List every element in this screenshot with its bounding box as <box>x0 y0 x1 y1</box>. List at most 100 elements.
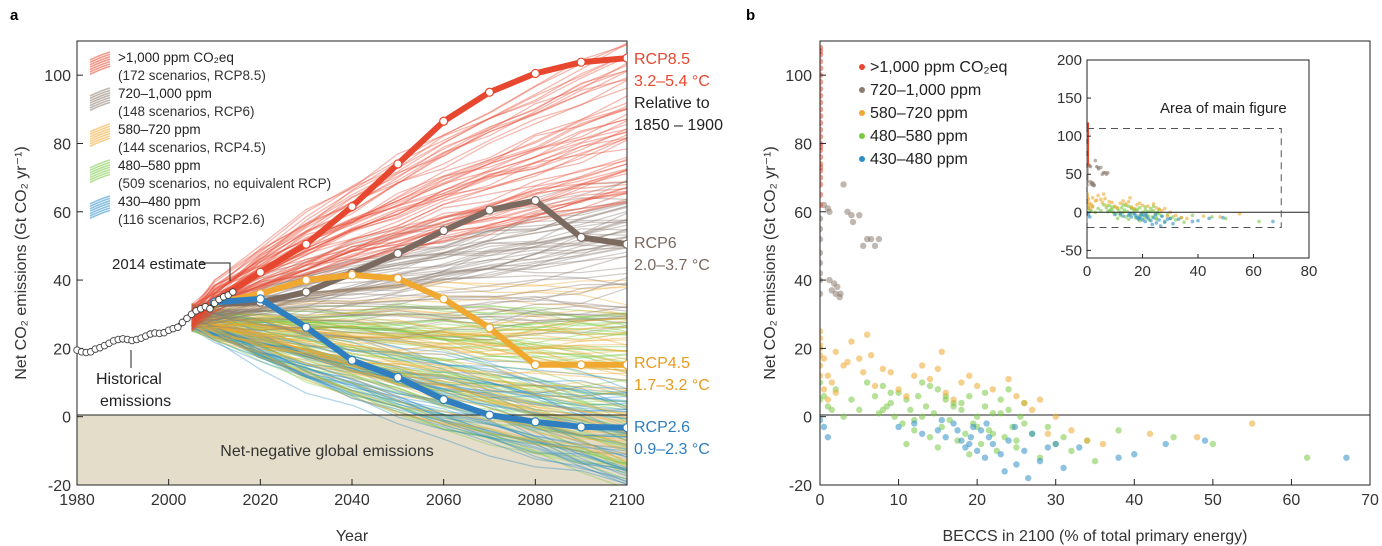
scatter-point <box>837 290 844 297</box>
inset-point <box>1154 212 1158 217</box>
inset-point <box>1143 205 1148 209</box>
scenario-line <box>191 321 627 374</box>
inset-point <box>1104 203 1109 208</box>
scenario-line <box>191 324 619 485</box>
x-tick-label-a: 2040 <box>334 492 370 509</box>
scenario-line <box>191 315 627 409</box>
inset-point <box>1157 218 1161 222</box>
x-axis-title-b: BECCS in 2100 (% of total primary energy… <box>942 528 1247 545</box>
scatter-point <box>911 372 918 379</box>
inset-point <box>1271 219 1275 224</box>
scenario-line <box>191 321 627 377</box>
rcp-point <box>439 225 449 236</box>
scatter-point <box>1028 430 1036 437</box>
scatter-point <box>989 410 997 417</box>
scatter-point <box>1005 406 1012 414</box>
scenario-line <box>191 187 627 321</box>
scatter-point <box>1005 437 1012 444</box>
inset-point <box>1135 202 1139 207</box>
inset-point <box>1158 224 1163 228</box>
inset-point <box>1099 208 1103 213</box>
scenario-line <box>191 312 627 469</box>
legend-swatch <box>89 135 111 145</box>
rcp-point <box>439 116 449 126</box>
inset-background <box>1086 58 1311 260</box>
scenario-line <box>191 87 627 314</box>
inset-point <box>1160 214 1164 218</box>
scatter-point <box>966 372 973 379</box>
rcp-point <box>255 267 265 277</box>
inset-point <box>1096 193 1100 198</box>
scatter-point <box>820 44 824 52</box>
net-negative-region <box>77 415 627 485</box>
relative-label-1: Relative to <box>634 95 710 112</box>
legend-sub: (509 scenarios, no equivalent RCP) <box>118 176 331 191</box>
scenario-line <box>191 324 627 472</box>
legend-dot <box>859 156 865 162</box>
rcp-point <box>439 395 449 405</box>
scenario-line <box>191 95 627 327</box>
x-tick-label-b: 40 <box>1125 492 1143 509</box>
scatter-point <box>950 396 957 403</box>
scenario-line <box>191 314 627 483</box>
inset-x-tick-label: 40 <box>1190 263 1207 280</box>
y-tick-label-b: 0 <box>803 410 812 427</box>
scatter-point <box>820 58 824 65</box>
scatter-point <box>820 191 824 198</box>
scatter-point <box>856 355 863 362</box>
inset-point <box>1151 215 1156 220</box>
scatter-point <box>1021 420 1028 427</box>
scenario-line <box>191 318 627 420</box>
scenario-line <box>191 325 627 446</box>
scatter-point <box>856 406 863 414</box>
scenario-line <box>191 313 627 330</box>
historical-series <box>73 288 237 357</box>
scenario-line <box>191 319 627 474</box>
scatter-point <box>930 410 938 417</box>
scenario-line <box>191 319 627 438</box>
scatter-point <box>820 235 824 243</box>
scenario-line <box>191 318 627 454</box>
inset-area-label: Area of main figure <box>1160 100 1287 117</box>
rcp26-range: 0.9–2.3 °C <box>634 441 710 458</box>
scatter-point <box>985 433 993 441</box>
scenario-line <box>191 312 627 327</box>
scatter-point <box>1013 393 1020 400</box>
rcp-point <box>393 159 403 169</box>
scatter-point <box>820 225 824 233</box>
scenario-line <box>191 325 627 439</box>
y-tick-label-b: 80 <box>794 136 812 153</box>
scenario-line <box>191 320 627 361</box>
scenario-line <box>191 70 627 311</box>
scenario-line <box>191 163 627 327</box>
scatter-point <box>820 270 824 277</box>
rcp-point <box>255 294 265 304</box>
y-tick-label-a: 80 <box>53 136 71 153</box>
inset-point <box>1103 196 1107 201</box>
scatter-point <box>1052 440 1059 448</box>
scenario-line <box>191 295 627 312</box>
scenario-line <box>191 163 627 322</box>
scatter-point <box>891 413 898 420</box>
rcp-line <box>211 55 627 306</box>
inset-point <box>1093 158 1098 163</box>
scenario-line <box>191 246 627 317</box>
scatter-point <box>973 447 981 455</box>
scatter-point <box>907 406 914 414</box>
scatter-point <box>840 181 847 188</box>
scenario-line <box>191 304 627 442</box>
scatter-point <box>879 365 887 373</box>
y-tick-label-a: 100 <box>44 68 71 85</box>
inset-point <box>1118 201 1123 205</box>
scenario-line <box>191 77 627 324</box>
scenario-line <box>191 327 627 472</box>
scenario-line <box>191 324 627 452</box>
rcp-point <box>622 53 627 63</box>
y-axis-title-b: Net CO₂ emissions (Gt CO₂ yr⁻¹) <box>762 146 779 379</box>
scenario-line <box>191 322 627 417</box>
scenario-line <box>191 283 627 314</box>
scatter-points <box>820 44 1350 482</box>
scatter-point <box>824 372 832 379</box>
scatter-point <box>981 454 989 461</box>
